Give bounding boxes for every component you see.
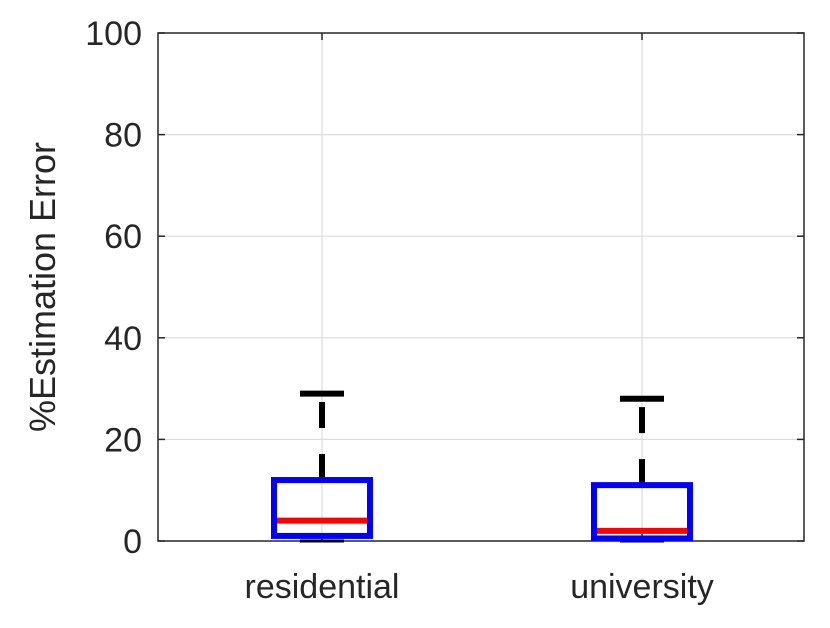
x-tick-label: residential [245,568,400,606]
y-tick-label: 20 [104,421,142,459]
y-tick-label: 80 [104,117,142,155]
grid-lines [158,33,804,541]
plot-area-frame [157,32,805,542]
y-tick-labels: 0 20 40 60 80 100 [85,15,142,561]
iqr-box [271,477,373,539]
x-tick-label: university [570,568,714,606]
x-tick-labels: residential university [245,568,714,606]
y-axis-label: %Estimation Error [22,142,63,432]
boxes [271,390,693,543]
iqr-box [591,482,693,542]
y-tick-label: 0 [123,523,142,561]
y-tick-label: 60 [104,218,142,256]
box-group [271,390,373,543]
box-group [591,395,693,543]
y-tick-label: 100 [85,15,142,53]
axis-ticks [158,32,804,542]
y-tick-label: 40 [104,320,142,358]
